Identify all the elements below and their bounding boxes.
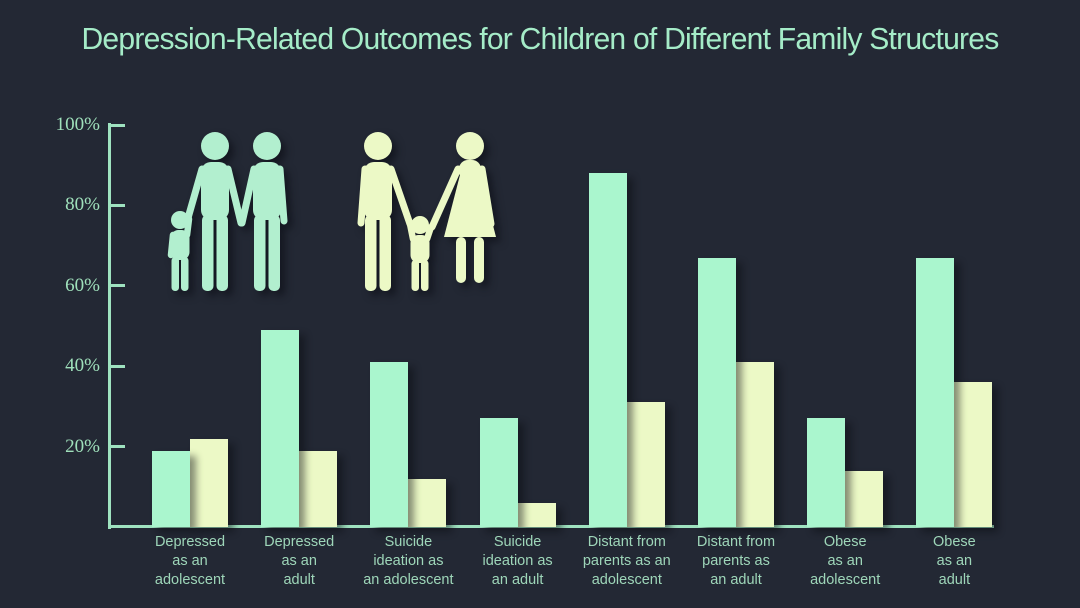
category-label-2: Suicide ideation as an adolescent (323, 533, 493, 590)
bar-mother_father_family-2 (408, 478, 447, 527)
category-label-3: Suicide ideation as an adult (433, 533, 603, 590)
y-tick-80 (108, 203, 125, 207)
category-label-line: adolescent (810, 572, 881, 588)
category-label-line: an adult (710, 572, 762, 588)
y-tick-60 (108, 284, 125, 288)
category-label-line: adult (938, 572, 971, 588)
bar-mother_father_family-3 (517, 502, 556, 527)
category-label-7: Obese as an adult (869, 533, 1039, 590)
bar-two_father_family-2 (370, 362, 409, 527)
two-father-family-icon (167, 132, 288, 291)
category-label-line: an adolescent (363, 572, 454, 588)
category-label-line: parents as an (582, 553, 671, 569)
bar-two_father_family-4 (588, 173, 627, 527)
y-axis-line (108, 123, 111, 529)
y-tick-20 (108, 445, 125, 449)
category-label-line: ideation as (373, 553, 444, 569)
bar-two_father_family-3 (479, 418, 518, 527)
category-label-line: parents as (702, 553, 770, 569)
category-label-line: an adult (491, 572, 544, 588)
y-tick-label-40: 40% (65, 355, 100, 377)
category-label-5: Distant from parents as an adult (651, 533, 821, 590)
category-label-line: Depressed (264, 534, 335, 550)
bar-mother_father_family-7 (954, 382, 993, 527)
mother-figure (428, 132, 496, 283)
y-tick-100 (108, 123, 125, 127)
father-figure-2 (238, 132, 288, 291)
category-label-line: adult (283, 572, 315, 588)
category-label-line: Obese (823, 534, 867, 550)
father-figure-1 (184, 132, 245, 291)
bar-two_father_family-7 (916, 257, 955, 527)
chart-title: Depression-Related Outcomes for Children… (81, 21, 999, 56)
category-label-line: Suicide (384, 534, 433, 550)
father-figure (357, 132, 414, 291)
category-label-line: as an (936, 553, 973, 569)
category-label-line: Suicide (493, 534, 542, 550)
category-label-line: Depressed (154, 534, 226, 550)
category-label-line: Distant from (696, 534, 776, 550)
mother-father-family-icon (357, 132, 496, 291)
y-tick-label-20: 20% (65, 435, 100, 457)
category-label-0: Depressed as an adolescent (105, 533, 275, 590)
category-label-line: Distant from (587, 534, 666, 550)
category-label-line: adolescent (591, 572, 662, 588)
category-label-line: Obese (933, 534, 976, 550)
y-tick-label-60: 60% (65, 274, 100, 296)
category-label-line: as an (281, 553, 317, 569)
child-figure (406, 216, 435, 291)
y-tick-label-100: 100% (55, 114, 100, 135)
category-label-line: ideation as (482, 553, 553, 569)
y-tick-label-80: 80% (65, 194, 100, 216)
bar-mother_father_family-5 (736, 362, 774, 527)
category-label-line: as an (172, 553, 208, 569)
bar-mother_father_family-1 (299, 450, 338, 527)
bar-two_father_family-5 (698, 257, 736, 527)
bar-two_father_family-1 (261, 330, 300, 527)
bar-mother_father_family-4 (626, 402, 665, 527)
bar-mother_father_family-0 (190, 438, 228, 527)
category-label-6: Obese as an adolescent (760, 533, 930, 590)
bar-two_father_family-0 (152, 450, 190, 527)
bar-mother_father_family-6 (845, 470, 884, 527)
category-label-4: Distant from parents as an adolescent (542, 533, 712, 590)
y-tick-40 (108, 364, 125, 368)
bar-two_father_family-6 (807, 418, 846, 527)
category-label-line: as an (827, 553, 863, 569)
child-figure (167, 211, 193, 291)
category-label-1: Depressed as an adult (214, 533, 384, 590)
category-label-line: adolescent (154, 572, 226, 588)
